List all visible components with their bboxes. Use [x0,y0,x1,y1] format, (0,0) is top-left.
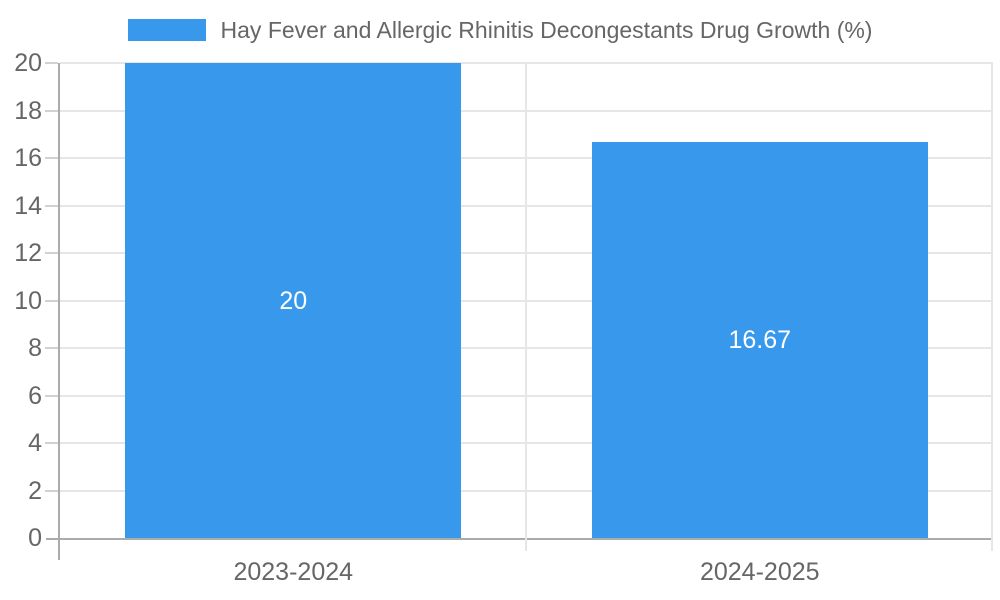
y-tick-label: 12 [14,239,42,267]
bar[interactable] [125,63,462,538]
legend-label: Hay Fever and Allergic Rhinitis Deconges… [220,16,873,43]
y-gridline [60,62,993,64]
y-tick-mark [45,489,58,492]
y-tick-label: 6 [28,381,42,410]
chart-legend[interactable]: Hay Fever and Allergic Rhinitis Deconges… [0,14,1000,46]
y-tick-label: 8 [28,334,42,362]
bar-value-label: 16.67 [728,326,792,355]
y-tick-mark [45,394,58,397]
y-tick-mark [45,347,58,349]
x-gridline [991,63,993,538]
y-tick-mark [45,204,58,207]
plot-area: 0 2 4 6 8 10 12 14 16 18 20 20 2023-2024 16.67 2024-20… [14,49,993,586]
y-tick-label: 16 [14,144,42,172]
y-tick-mark [45,109,58,112]
x-gridline [524,63,527,538]
y-axis-line [58,63,60,560]
y-tick-label: 18 [14,96,42,125]
x-tick-mark [991,538,993,551]
y-tick-mark [45,252,58,254]
y-gridline [60,489,993,492]
y-tick-mark [45,299,58,302]
y-tick-label: 10 [14,286,42,315]
y-tick-label: 2 [28,476,42,505]
y-tick-label: 20 [14,49,42,77]
y-gridline [60,347,993,349]
y-gridline [60,299,993,302]
y-gridline [60,252,993,254]
y-gridline [60,109,993,112]
x-tick-label: 2024-2025 [699,558,820,586]
y-gridline [60,157,993,159]
y-tick-label: 14 [14,191,42,220]
y-gridline [60,204,993,207]
y-tick-mark [45,442,58,444]
y-tick-mark [45,62,58,64]
y-tick-label: 4 [28,429,42,457]
y-gridline [60,394,993,397]
y-tick-mark [45,157,58,159]
bar-value-label: 20 [279,286,308,315]
x-tick-label: 2023-2024 [233,558,354,586]
y-tick-label: 0 [28,524,42,552]
legend-swatch [127,19,206,41]
bar[interactable] [591,142,928,538]
x-axis-line [46,538,993,540]
x-tick-mark [524,538,527,551]
y-gridline [60,442,993,444]
